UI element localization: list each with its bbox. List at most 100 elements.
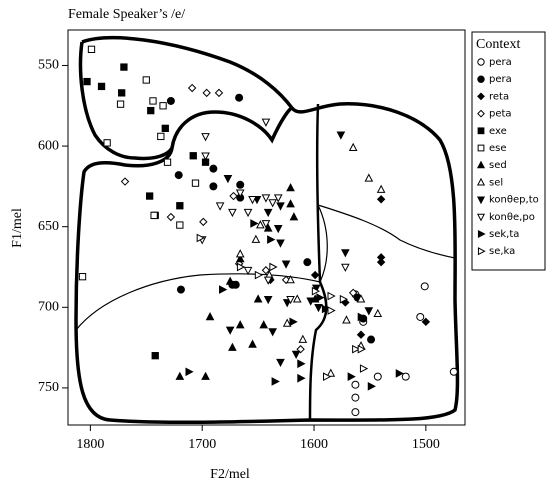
legend-label: sel xyxy=(489,177,503,188)
y-tick-label: 750 xyxy=(38,380,59,395)
point xyxy=(289,317,298,327)
point xyxy=(205,312,215,321)
point xyxy=(185,367,194,377)
point xyxy=(273,194,283,203)
point xyxy=(187,83,197,93)
legend-marker xyxy=(477,229,486,239)
point xyxy=(367,335,376,344)
point xyxy=(248,339,257,348)
plot-frame xyxy=(67,29,466,426)
point xyxy=(348,288,358,298)
right-inner-boundary xyxy=(317,204,456,259)
point xyxy=(196,233,205,243)
point xyxy=(327,291,336,301)
point xyxy=(256,220,265,229)
point xyxy=(449,367,458,376)
point xyxy=(157,132,165,141)
point xyxy=(228,208,237,218)
point xyxy=(263,208,273,218)
point xyxy=(223,175,233,184)
point xyxy=(142,76,150,84)
point xyxy=(259,320,269,329)
point xyxy=(202,88,211,98)
point xyxy=(254,270,264,280)
point xyxy=(235,93,244,102)
point xyxy=(166,96,175,105)
point xyxy=(261,220,271,229)
point xyxy=(267,235,276,244)
point xyxy=(251,234,261,243)
point xyxy=(357,312,366,322)
legend-label: pera xyxy=(489,74,512,85)
point xyxy=(189,152,197,160)
point xyxy=(336,131,346,140)
legend-label: konθe,po xyxy=(489,212,535,223)
point xyxy=(261,194,271,203)
legend-label: exe xyxy=(489,126,507,137)
point xyxy=(306,297,316,306)
x-axis-label: F2/mel xyxy=(210,467,250,482)
legend: pera pera reta peta exe ese sed sel konθep,to kon… xyxy=(476,57,539,257)
point xyxy=(351,408,360,417)
point xyxy=(310,270,320,280)
legend-label: reta xyxy=(489,91,509,102)
point xyxy=(376,257,386,267)
point xyxy=(159,102,167,110)
point xyxy=(326,368,336,377)
legend-label: sed xyxy=(489,160,507,171)
point xyxy=(225,326,235,335)
legend-label: peta xyxy=(489,109,512,120)
point xyxy=(163,158,172,166)
point xyxy=(351,393,360,402)
point xyxy=(263,223,273,232)
y-axis-label: F1/mel xyxy=(10,208,25,248)
x-tick-label: 1700 xyxy=(188,437,216,452)
point xyxy=(286,274,295,284)
point xyxy=(176,285,185,294)
point xyxy=(261,118,271,127)
upper-left-boundary xyxy=(78,41,174,161)
point xyxy=(376,195,386,204)
point xyxy=(416,312,425,321)
point xyxy=(298,334,308,343)
legend-marker xyxy=(476,213,486,222)
point xyxy=(297,373,306,383)
y-tick-label: 600 xyxy=(38,138,59,153)
y-tick-label: 700 xyxy=(38,300,59,315)
point xyxy=(235,254,245,263)
legend-title: Context xyxy=(476,37,520,52)
point xyxy=(235,189,245,198)
point xyxy=(209,164,218,173)
point xyxy=(286,183,295,192)
point xyxy=(166,212,176,222)
point xyxy=(352,344,361,354)
point xyxy=(311,286,321,296)
point xyxy=(145,192,154,200)
point xyxy=(356,330,366,339)
point xyxy=(174,171,183,180)
legend-label: pera xyxy=(489,57,512,68)
point xyxy=(359,364,369,373)
point xyxy=(78,273,87,281)
point xyxy=(243,266,253,276)
point xyxy=(235,320,245,329)
point xyxy=(342,315,351,324)
point xyxy=(286,295,295,305)
point xyxy=(351,380,360,389)
point xyxy=(219,285,228,294)
legend-label: se,ka xyxy=(489,246,515,257)
point xyxy=(103,139,111,147)
point xyxy=(151,352,159,360)
point xyxy=(87,45,96,53)
point xyxy=(348,142,358,151)
point xyxy=(147,106,155,115)
legend-marker xyxy=(477,144,485,152)
point xyxy=(228,342,237,351)
point xyxy=(149,97,157,105)
point xyxy=(364,173,374,182)
point xyxy=(201,133,210,142)
legend-marker xyxy=(477,58,485,66)
outer-boundary xyxy=(74,36,460,425)
point xyxy=(201,371,210,380)
point xyxy=(316,293,325,302)
